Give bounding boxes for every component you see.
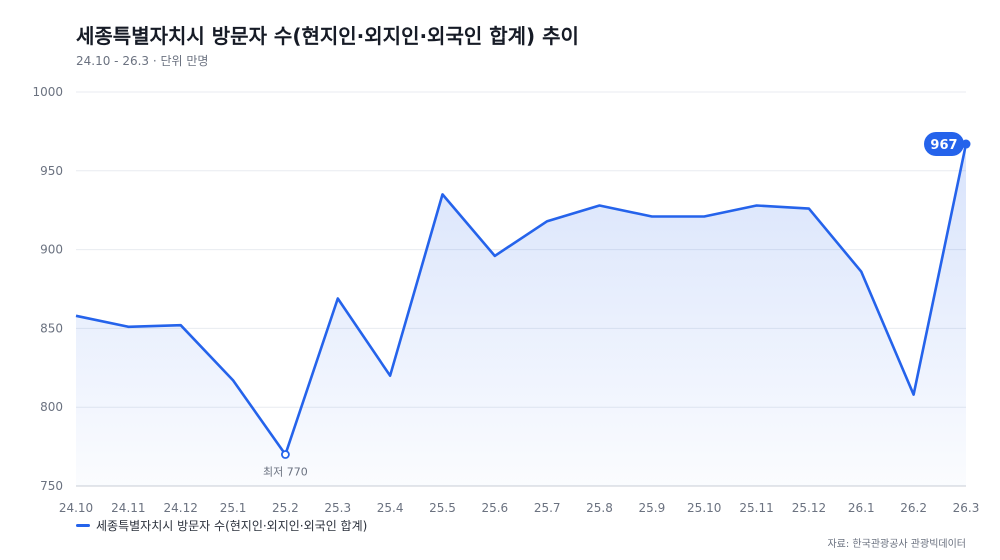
x-tick-label: 25.4: [377, 501, 404, 515]
y-axis: 750 800 850 900 950 1000: [32, 85, 63, 493]
chart-subtitle: 24.10 - 26.3 · 단위 만명: [76, 54, 209, 68]
data-point: [650, 215, 654, 219]
data-point: [912, 393, 916, 397]
y-tick-label: 950: [40, 164, 63, 178]
y-tick-label: 750: [40, 479, 63, 493]
x-tick-label: 25.12: [792, 501, 826, 515]
series-line: [75, 143, 968, 456]
legend: 세종특별자치시 방문자 수(현지인·외지인·외국인 합계): [76, 517, 367, 534]
x-tick-label: 25.6: [481, 501, 508, 515]
min-point-label: 최저 770: [263, 465, 308, 478]
x-tick-label: 25.11: [739, 501, 773, 515]
min-point-marker: [281, 450, 290, 459]
data-point: [598, 203, 602, 207]
data-point: [336, 296, 340, 300]
annotation-layer: 최저 770 967: [263, 132, 971, 478]
data-point: [231, 378, 235, 382]
last-value-badge: [924, 132, 964, 157]
x-tick-label: 24.10: [59, 501, 93, 515]
line-layer: [75, 143, 968, 456]
data-point: [807, 207, 811, 211]
x-tick-label: 24.12: [164, 501, 198, 515]
y-tick-label: 850: [40, 321, 63, 335]
x-tick-label: 24.11: [111, 501, 145, 515]
x-axis: 24.10 24.11 24.12 25.1 25.2 25.3 25.4 25.5 25.6 2…: [59, 501, 980, 515]
source-note: 자료: 한국관광공사 관광빅데이터: [827, 539, 966, 550]
data-point: [74, 314, 78, 318]
data-point: [545, 219, 549, 223]
x-tick-label: 25.3: [324, 501, 351, 515]
x-tick-label: 25.2: [272, 501, 299, 515]
legend-swatch: [76, 524, 90, 527]
legend-label: 세종특별자치시 방문자 수(현지인·외지인·외국인 합계): [96, 519, 368, 533]
data-point: [126, 325, 130, 329]
data-point: [440, 192, 444, 196]
x-tick-label: 26.1: [848, 501, 875, 515]
area-layer: [76, 144, 966, 486]
x-tick-label: 26.3: [953, 501, 980, 515]
data-point: [179, 323, 183, 327]
data-point: [755, 203, 759, 207]
x-tick-label: 25.8: [586, 501, 613, 515]
data-point: [859, 270, 863, 274]
last-value-label: 967: [930, 138, 957, 153]
chart-title: 세종특별자치시 방문자 수(현지인·외지인·외국인 합계) 추이: [76, 24, 579, 48]
x-tick-label: 25.7: [534, 501, 561, 515]
x-tick-label: 25.1: [220, 501, 247, 515]
data-point: [493, 254, 497, 258]
x-tick-label: 25.5: [429, 501, 456, 515]
y-tick-label: 900: [40, 243, 63, 257]
y-tick-label: 800: [40, 400, 63, 414]
y-tick-label: 1000: [32, 85, 63, 99]
x-tick-label: 26.2: [900, 501, 927, 515]
series-area: [76, 144, 966, 486]
data-point: [702, 215, 706, 219]
data-point: [388, 374, 392, 378]
x-tick-label: 25.9: [639, 501, 666, 515]
x-tick-label: 25.10: [687, 501, 721, 515]
